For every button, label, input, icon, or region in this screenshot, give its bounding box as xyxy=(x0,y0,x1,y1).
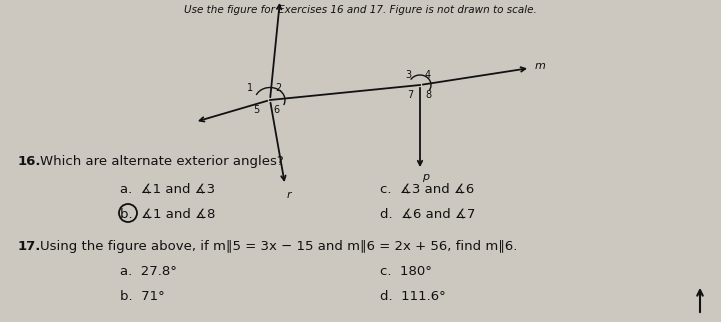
Text: 4: 4 xyxy=(425,70,431,80)
Text: Which are alternate exterior angles?: Which are alternate exterior angles? xyxy=(40,155,284,168)
Text: b.  71°: b. 71° xyxy=(120,290,165,303)
Text: a.  27.8°: a. 27.8° xyxy=(120,265,177,278)
Text: a.  ∡1 and ∡3: a. ∡1 and ∡3 xyxy=(120,182,215,195)
Text: 17.: 17. xyxy=(18,240,41,253)
Text: b.  ∡1 and ∡8: b. ∡1 and ∡8 xyxy=(120,207,216,220)
Text: 8: 8 xyxy=(425,90,431,100)
Text: 7: 7 xyxy=(407,90,413,100)
Text: Using the figure above, if m∥5 = 3x − 15 and m∥6 = 2x + 56, find m∥6.: Using the figure above, if m∥5 = 3x − 15… xyxy=(40,240,518,253)
Text: 16.: 16. xyxy=(18,155,42,168)
Text: p: p xyxy=(422,172,429,182)
Text: d.  111.6°: d. 111.6° xyxy=(380,290,446,303)
Text: m: m xyxy=(535,61,546,71)
Text: 3: 3 xyxy=(405,70,411,80)
Text: Use the figure for Exercises 16 and 17. Figure is not drawn to scale.: Use the figure for Exercises 16 and 17. … xyxy=(184,5,536,15)
Text: c.  180°: c. 180° xyxy=(380,265,432,278)
Text: d.  ∡6 and ∡7: d. ∡6 and ∡7 xyxy=(380,207,475,220)
Text: c.  ∡3 and ∡6: c. ∡3 and ∡6 xyxy=(380,182,474,195)
Text: r: r xyxy=(287,190,291,200)
Text: 1: 1 xyxy=(247,83,253,93)
Text: 5: 5 xyxy=(253,105,259,115)
Text: 6: 6 xyxy=(273,105,279,115)
Text: 2: 2 xyxy=(275,83,281,93)
